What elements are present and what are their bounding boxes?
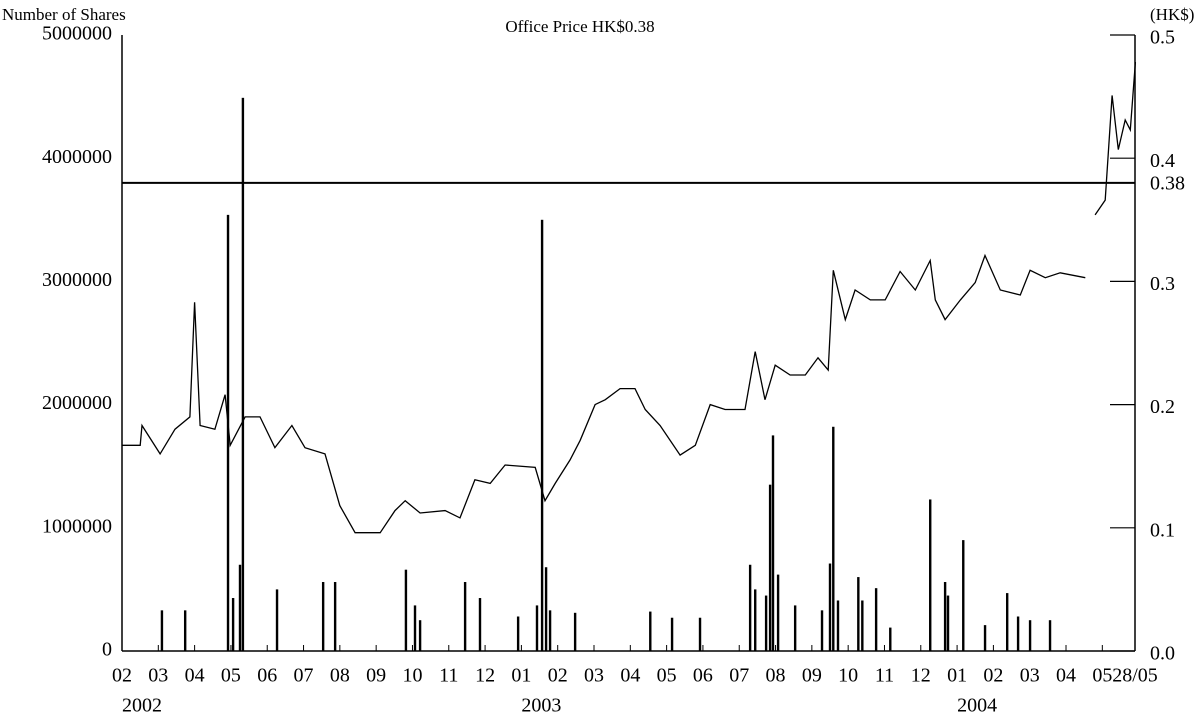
volume-bar xyxy=(321,582,325,651)
x-tick-label: 02 xyxy=(112,665,132,687)
x-tick-label: 08 xyxy=(330,665,350,687)
x-tick-label: 03 xyxy=(148,665,168,687)
x-tick-label: 04 xyxy=(620,665,640,687)
volume-bar xyxy=(820,610,824,651)
y-tick-label: 3000000 xyxy=(42,269,112,291)
volume-bar xyxy=(929,499,932,651)
volume-bar xyxy=(413,605,417,651)
x-tick-label: 01 xyxy=(511,665,531,687)
volume-bar xyxy=(418,620,422,651)
volume-bar xyxy=(516,616,520,651)
volume-bar xyxy=(983,625,987,651)
volume-bar xyxy=(754,589,757,651)
volume-bar xyxy=(544,567,548,651)
x-tick-label: 09 xyxy=(802,665,822,687)
y-tick-label: 2000000 xyxy=(42,392,112,414)
x-tick-label: 01 xyxy=(947,665,967,687)
x-tick-label: 02 xyxy=(548,665,568,687)
x-tick-label: 07 xyxy=(294,665,314,687)
volume-bar xyxy=(832,426,835,651)
volume-bar xyxy=(241,97,245,651)
volume-bar xyxy=(649,611,652,651)
volume-bar xyxy=(857,577,860,651)
x-tick-label: 12 xyxy=(475,665,495,687)
volume-bar xyxy=(333,582,337,651)
volume-bar xyxy=(874,588,878,651)
x-tick-label: 05 xyxy=(221,665,241,687)
x-tick-label: 10 xyxy=(402,665,422,687)
x-tick-label: 11 xyxy=(439,665,458,687)
volume-bar xyxy=(1016,616,1020,651)
volume-bar xyxy=(226,214,230,651)
volume-bar xyxy=(463,582,467,651)
x-tick-label: 06 xyxy=(693,665,713,687)
volume-bar xyxy=(548,610,552,651)
volume-bar xyxy=(478,598,482,651)
volume-bar xyxy=(943,582,947,651)
volume-bar xyxy=(748,564,752,651)
volume-bar xyxy=(183,610,187,651)
year-label: 2002 xyxy=(122,695,162,717)
x-tick-label: 04 xyxy=(1056,665,1076,687)
volume-bar xyxy=(231,598,235,651)
x-tick-label: 07 xyxy=(729,665,749,687)
volume-bar xyxy=(535,605,539,651)
y-tick-label: 1000000 xyxy=(42,515,112,537)
annotation: Office Price HK$0.38 xyxy=(505,17,654,36)
y2-tick-label: 0.1 xyxy=(1150,519,1175,541)
volume-bar xyxy=(404,569,408,651)
x-tick-label: 02 xyxy=(983,665,1003,687)
volume-bar xyxy=(670,617,674,651)
volume-bar xyxy=(889,627,892,651)
volume-bar xyxy=(1028,620,1032,651)
y2-axis-title: (HK$) xyxy=(1150,5,1194,24)
y-tick-label: 4000000 xyxy=(42,146,112,168)
x-tick-label: 06 xyxy=(257,665,277,687)
volume-bar xyxy=(962,540,965,651)
y2-tick-label: 0.2 xyxy=(1150,396,1175,418)
y2-tick-label: 0.4 xyxy=(1150,150,1175,172)
volume-bar xyxy=(771,435,775,651)
y2-tick-label: 0.5 xyxy=(1150,27,1175,49)
volume-bar xyxy=(698,617,702,651)
volume-bar xyxy=(275,589,279,651)
x-tick-label: 04 xyxy=(185,665,205,687)
price-line xyxy=(122,62,1137,534)
year-label: 2003 xyxy=(521,695,561,717)
volume-bar xyxy=(793,605,797,651)
volume-bar xyxy=(828,563,832,651)
volume-bar xyxy=(1005,593,1009,651)
x-tick-label: 05 xyxy=(657,665,677,687)
x-tick-label: 05 xyxy=(1092,665,1112,687)
volume-bar xyxy=(573,612,577,651)
y2-tick-label: 0.0 xyxy=(1150,643,1175,665)
reference-line-label: 0.38 xyxy=(1150,172,1185,194)
y-axis-title: Number of Shares xyxy=(2,5,126,24)
x-tick-label: 11 xyxy=(875,665,894,687)
volume-bar xyxy=(540,219,544,652)
volume-bar xyxy=(764,595,768,651)
volume-bar xyxy=(238,564,242,651)
y-tick-label: 0 xyxy=(102,639,112,661)
volume-bar xyxy=(836,600,840,651)
x-tick-label: 09 xyxy=(366,665,386,687)
x-tick-label: 03 xyxy=(584,665,604,687)
x-tick-label: 08 xyxy=(766,665,786,687)
x-tick-label: 03 xyxy=(1020,665,1040,687)
year-label: 2004 xyxy=(957,695,997,717)
y-tick-label: 5000000 xyxy=(42,23,112,45)
volume-bar xyxy=(160,610,164,651)
x-tick-label: 12 xyxy=(911,665,931,687)
volume-bar xyxy=(861,600,864,651)
x-tick-label: 28/05 xyxy=(1112,665,1158,687)
volume-bar xyxy=(776,574,780,651)
x-tick-label: 10 xyxy=(838,665,858,687)
volume-bar xyxy=(768,484,772,651)
volume-bar xyxy=(1048,620,1052,651)
y2-tick-label: 0.3 xyxy=(1150,273,1175,295)
volume-bar xyxy=(946,595,950,651)
